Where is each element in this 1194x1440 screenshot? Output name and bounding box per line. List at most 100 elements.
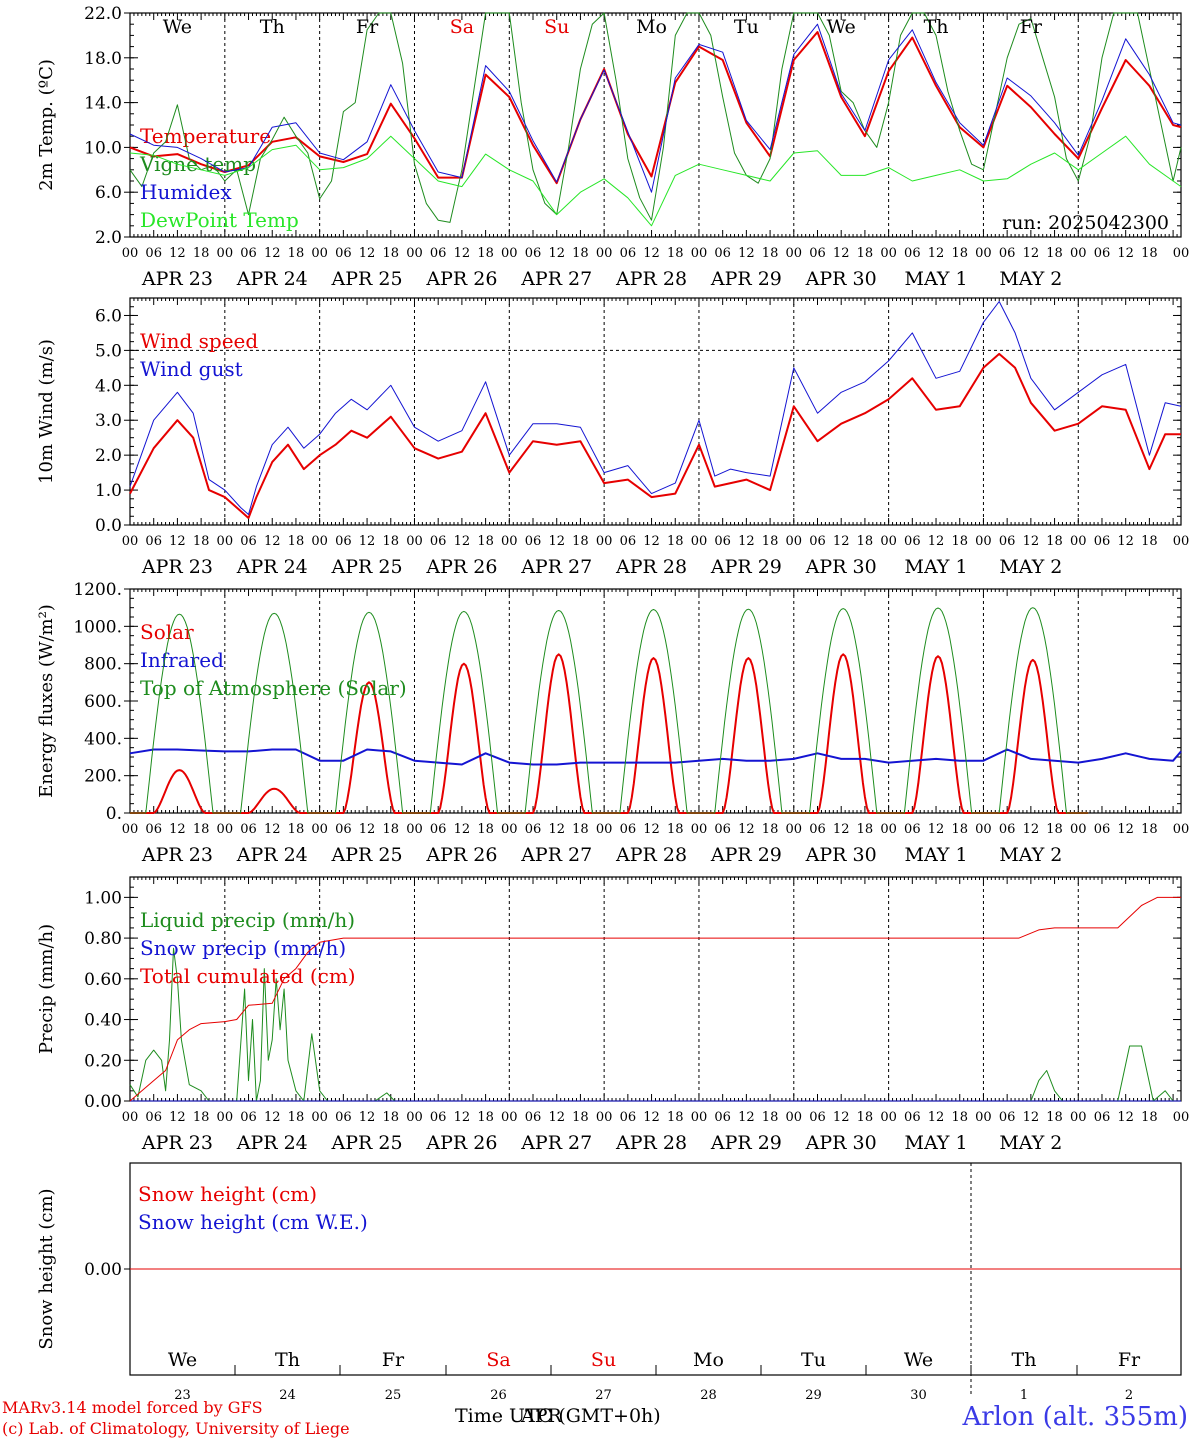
weekday-label: Th [260, 16, 285, 38]
hour-tick-label: 06 [620, 534, 637, 549]
hour-tick-label: 00 [122, 822, 139, 837]
hour-tick-label: 06 [809, 246, 826, 261]
hour-tick-label: 18 [951, 822, 968, 837]
hour-tick-label: 12 [1117, 246, 1134, 261]
hour-tick-label: 12 [548, 246, 565, 261]
run-label: run: 2025042300 [1002, 212, 1169, 234]
snow-weekday-label: We [904, 1349, 933, 1371]
hour-tick-label: 00 [975, 534, 992, 549]
hour-tick-label: 00 [311, 1110, 328, 1125]
hour-tick-label: 18 [288, 246, 305, 261]
series-line-temperature [129, 31, 1182, 185]
hour-tick-label: 06 [999, 822, 1016, 837]
hour-tick-label: 06 [999, 534, 1016, 549]
snow-day-number: 23 [174, 1388, 191, 1403]
date-label: APR 26 [425, 1132, 497, 1154]
hour-tick-label: 18 [288, 1110, 305, 1125]
hour-tick-label: 06 [1094, 534, 1111, 549]
date-label: APR 27 [520, 1132, 592, 1154]
y-tick-label: 1.00 [84, 888, 122, 908]
hour-tick-label: 18 [572, 246, 589, 261]
weekday-label: Sa [450, 16, 474, 38]
hour-tick-label: 12 [1117, 1110, 1134, 1125]
snow-weekday-label: Tu [801, 1349, 826, 1371]
weekday-label: Fr [356, 16, 379, 38]
date-label: MAY 1 [904, 556, 967, 578]
y-tick-label: 6.0 [95, 183, 122, 203]
snow-day-number: 30 [910, 1388, 927, 1403]
hour-tick-label: 12 [928, 1110, 945, 1125]
series-line-total-cumulated-cm- [129, 896, 1181, 1102]
hour-tick-label: 12 [928, 822, 945, 837]
hour-tick-label: 18 [951, 1110, 968, 1125]
hour-tick-label: 18 [857, 246, 874, 261]
hour-tick-label: 06 [809, 534, 826, 549]
date-label: APR 30 [805, 556, 877, 578]
hour-tick-label: 00 [975, 246, 992, 261]
date-label: MAY 2 [999, 844, 1062, 866]
hour-tick-label: 00 [311, 534, 328, 549]
y-tick-label: 0.40 [84, 1011, 122, 1031]
hour-tick-label: 12 [738, 822, 755, 837]
hour-tick-label: 00 [406, 822, 423, 837]
hour-tick-label: 12 [359, 1110, 376, 1125]
hour-tick-label: 18 [193, 246, 210, 261]
hour-tick-label: 18 [667, 246, 684, 261]
legend-entry: Wind gust [140, 357, 243, 381]
weekday-label: Su [544, 16, 569, 38]
series-line-top-of-atmosphere-solar- [130, 607, 1089, 814]
hour-tick-label: 12 [738, 246, 755, 261]
date-label: APR 26 [425, 844, 497, 866]
hour-tick-label: 06 [1094, 246, 1111, 261]
copyright-credit: (c) Lab. of Climatology, University of L… [2, 1419, 350, 1438]
hour-tick-label: 06 [1094, 1110, 1111, 1125]
y-tick-label: 600. [84, 692, 122, 712]
hour-tick-label: 18 [857, 822, 874, 837]
hour-tick-label: 00 [406, 246, 423, 261]
y-tick-label: 1200. [73, 580, 122, 600]
hour-tick-label: 12 [454, 1110, 471, 1125]
y-tick-label: 2.0 [95, 446, 122, 466]
date-label: APR 28 [615, 844, 687, 866]
hour-tick-label: 06 [430, 246, 447, 261]
date-label: APR 27 [520, 268, 592, 290]
hour-tick-label: 12 [548, 534, 565, 549]
y-axis-label: Precip (mm/h) [36, 924, 57, 1054]
date-label: MAY 1 [904, 1132, 967, 1154]
date-label: APR 25 [331, 844, 403, 866]
hour-tick-label: 00 [691, 534, 708, 549]
date-label: APR 23 [141, 268, 213, 290]
date-label: APR 24 [236, 556, 308, 578]
legend-entry: Vigne temp [139, 152, 256, 176]
hour-tick-label: 18 [951, 534, 968, 549]
hour-tick-label: 06 [240, 822, 257, 837]
hour-tick-label: 12 [359, 534, 376, 549]
hour-tick-label: 12 [643, 1110, 660, 1125]
hour-tick-label: 12 [1023, 1110, 1040, 1125]
hour-tick-label: 18 [477, 534, 494, 549]
hour-tick-label: 18 [1046, 822, 1063, 837]
y-tick-label: 10.0 [84, 138, 122, 158]
hour-tick-label: 18 [572, 1110, 589, 1125]
date-label: APR 27 [520, 844, 592, 866]
station-label: Arlon (alt. 355m) [962, 1402, 1188, 1432]
hour-tick-label: 12 [928, 246, 945, 261]
date-label: APR 26 [425, 556, 497, 578]
hour-tick-label: 00 [217, 534, 234, 549]
hour-tick-label: 06 [145, 246, 162, 261]
hour-tick-label: 12 [928, 534, 945, 549]
legend-entry: Liquid precip (mm/h) [140, 908, 355, 932]
hour-tick-label: 18 [383, 1110, 400, 1125]
y-tick-label: 14.0 [84, 94, 122, 114]
hour-tick-label: 06 [525, 1110, 542, 1125]
date-label: APR 30 [805, 1132, 877, 1154]
hour-tick-label: 00 [691, 822, 708, 837]
series-line-infrared [129, 748, 1182, 766]
hour-tick-label: 12 [359, 246, 376, 261]
legend-entry: Temperature [140, 124, 271, 148]
hour-tick-label: 06 [430, 534, 447, 549]
hour-tick-label: 00 [596, 246, 613, 261]
hour-tick-label: 12 [264, 822, 281, 837]
date-label: MAY 2 [999, 268, 1062, 290]
